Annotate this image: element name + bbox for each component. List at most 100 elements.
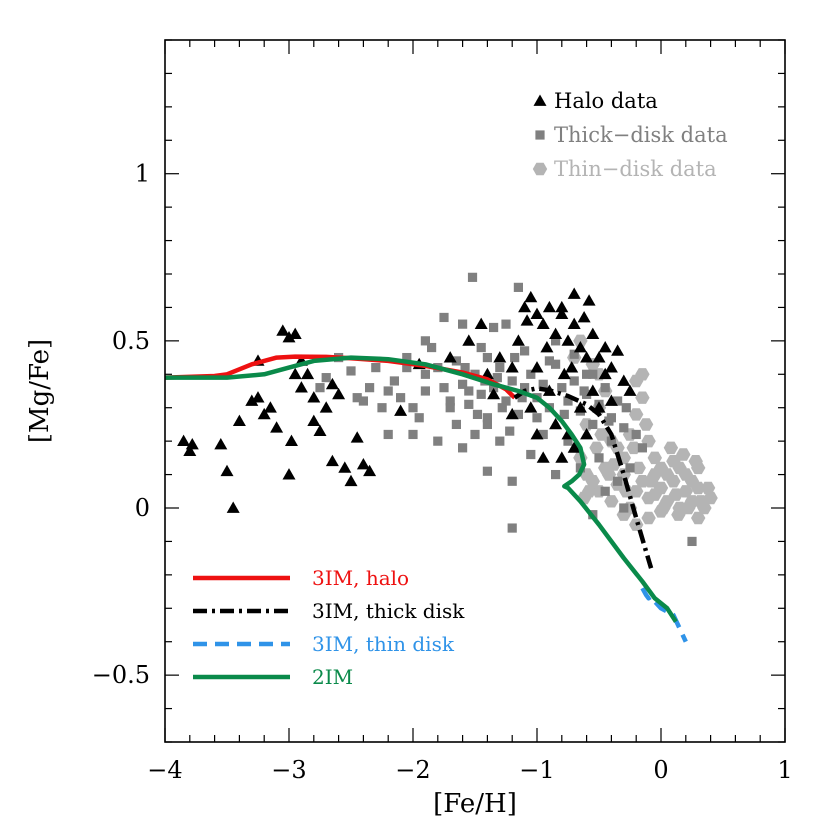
data-point-triangle <box>232 414 246 426</box>
series-halo-data <box>177 287 637 513</box>
data-point-square <box>352 393 362 403</box>
data-point-hexagon <box>589 441 604 455</box>
data-point-hexagon <box>626 441 641 455</box>
data-point-square <box>687 536 697 547</box>
data-point-triangle <box>511 334 525 346</box>
data-point-triangle <box>220 464 234 477</box>
data-point-triangle <box>226 501 240 513</box>
data-point-triangle <box>524 401 538 413</box>
x-tick-label: −3 <box>271 756 306 784</box>
data-point-hexagon <box>671 508 686 521</box>
data-point-hexagon <box>585 475 600 488</box>
data-point-triangle <box>567 287 581 299</box>
data-point-hexagon <box>643 475 659 488</box>
data-point-hexagon <box>700 481 716 495</box>
data-point-square <box>427 342 437 353</box>
data-point-triangle <box>288 327 302 340</box>
data-point-triangle <box>245 394 259 406</box>
data-point-hexagon <box>691 511 706 525</box>
data-point-square <box>507 376 517 386</box>
data-point-square <box>389 376 399 386</box>
data-point-hexagon <box>647 451 662 465</box>
data-point-triangle <box>555 300 569 313</box>
data-point-square <box>501 396 511 406</box>
data-point-square <box>582 369 592 379</box>
data-point-triangle <box>518 300 532 313</box>
data-point-triangle <box>282 331 296 343</box>
data-point-square <box>594 453 604 463</box>
data-point-hexagon <box>681 501 696 515</box>
data-point-square <box>420 386 430 396</box>
data-point-square <box>517 393 527 403</box>
data-point-square <box>460 363 470 373</box>
axis-ticks <box>164 39 786 743</box>
data-point-triangle <box>555 451 569 463</box>
data-point-square <box>467 272 478 282</box>
data-point-square <box>408 403 418 413</box>
data-point-square <box>569 376 579 386</box>
data-point-square <box>492 373 502 383</box>
data-point-triangle <box>580 351 594 363</box>
data-point-hexagon <box>668 488 684 501</box>
data-point-square <box>321 373 331 383</box>
legend-label: 2IM <box>312 665 353 689</box>
data-point-hexagon <box>693 495 708 508</box>
data-point-square <box>513 409 523 419</box>
data-point-triangle <box>586 327 600 340</box>
x-tick-label: −4 <box>147 756 182 784</box>
data-point-triangle <box>505 361 519 373</box>
data-point-square <box>544 356 554 366</box>
data-point-square <box>445 403 455 413</box>
data-point-triangle <box>540 341 554 353</box>
data-point-square <box>510 352 520 363</box>
data-point-square <box>420 336 430 346</box>
y-tick-label: −0.5 <box>92 661 150 689</box>
data-point-square <box>383 429 393 440</box>
data-point-triangle <box>282 468 296 480</box>
data-point-triangle <box>617 374 631 386</box>
data-point-square <box>557 383 567 393</box>
data-point-hexagon <box>676 448 691 461</box>
data-point-triangle <box>338 461 352 473</box>
data-point-triangle <box>530 427 544 440</box>
data-point-triangle <box>487 387 501 400</box>
data-point-triangle <box>577 310 591 323</box>
data-point-square <box>588 419 598 430</box>
data-point-triangle <box>536 317 550 330</box>
x-tick-label: −1 <box>519 756 554 784</box>
data-point-square <box>402 363 412 373</box>
data-point-hexagon <box>629 408 644 421</box>
legend-label: Thin−disk data <box>554 157 717 181</box>
data-point-triangle <box>493 351 507 363</box>
data-point-triangle <box>505 407 519 420</box>
data-point-triangle <box>536 451 550 463</box>
data-point-square <box>371 363 381 373</box>
data-point-hexagon <box>631 461 646 475</box>
data-point-square <box>464 386 474 396</box>
data-point-triangle <box>325 377 339 390</box>
data-point-triangle <box>592 351 606 363</box>
data-point-square <box>513 282 523 292</box>
x-axis-label: [Fe/H] <box>433 789 517 819</box>
data-point-triangle <box>307 414 321 426</box>
data-point-hexagon <box>629 485 644 498</box>
data-point-hexagon <box>635 391 650 404</box>
data-point-square <box>476 389 486 399</box>
data-point-square <box>532 413 542 423</box>
x-tick-label: 1 <box>777 756 792 784</box>
data-point-square <box>563 436 573 446</box>
data-point-square <box>470 429 480 440</box>
data-point-triangle <box>604 394 618 406</box>
data-point-triangle <box>586 384 600 396</box>
data-point-square <box>637 443 647 453</box>
x-tick-label: 0 <box>653 756 668 784</box>
y-tick-label: 0.5 <box>112 327 150 355</box>
data-point-triangle <box>623 384 637 396</box>
data-point-triangle <box>363 464 377 477</box>
data-point-triangle <box>549 417 563 430</box>
model-line-3im-thin-disk <box>640 587 688 643</box>
data-point-triangle <box>520 314 534 326</box>
data-point-triangle <box>462 334 476 346</box>
data-point-triangle <box>177 434 191 447</box>
data-point-square <box>621 403 631 413</box>
